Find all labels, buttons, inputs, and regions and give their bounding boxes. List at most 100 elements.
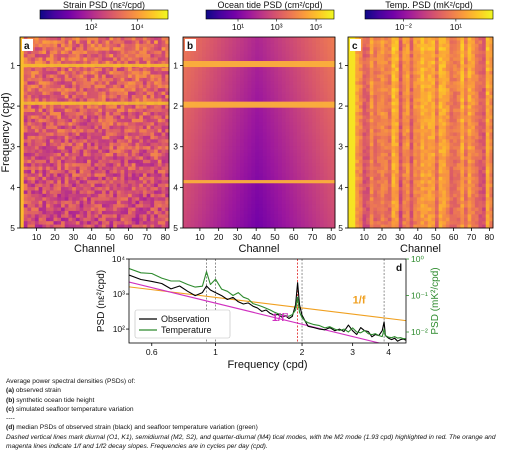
heatmap-cell: [243, 54, 248, 58]
heatmap-cell: [113, 187, 118, 191]
heatmap-cell: [135, 91, 140, 96]
heatmap-cell: [221, 214, 226, 219]
heatmap-cell: [113, 193, 118, 198]
heatmap-cell: [194, 200, 199, 205]
heatmap-cell: [53, 163, 58, 168]
heatmap-cell: [312, 57, 317, 62]
heatmap-cell: [312, 170, 317, 174]
heatmap-cell: [98, 125, 103, 130]
heatmap-cell: [205, 67, 210, 72]
heatmap-cell: [274, 156, 279, 161]
heatmap-cell: [79, 71, 84, 75]
heatmap-cell: [205, 57, 210, 62]
heatmap-cell: [90, 149, 95, 154]
heatmap-cell: [90, 105, 95, 110]
heatmap-cell: [90, 112, 95, 116]
heatmap-cell: [101, 60, 107, 65]
heatmap-cell: [442, 71, 447, 75]
heatmap-cell: [297, 224, 302, 229]
heatmap-cell: [34, 152, 40, 157]
heatmap-cell: [87, 77, 92, 82]
heatmap-cell: [221, 115, 226, 120]
heatmap-cell: [60, 88, 66, 92]
heatmap-cell: [60, 163, 66, 168]
heatmap-cell: [289, 197, 294, 202]
heatmap-cell: [331, 125, 336, 130]
heatmap-cell: [202, 146, 207, 150]
heatmap-cell: [68, 122, 73, 127]
heatmap-cell: [120, 163, 125, 168]
heatmap-cell: [120, 71, 125, 75]
heatmap-cell: [131, 81, 136, 86]
heatmap-cell: [194, 214, 199, 219]
heatmap-cell: [348, 57, 353, 62]
heatmap-cell: [304, 146, 309, 150]
heatmap-cell: [116, 40, 121, 45]
heatmap-cell: [31, 105, 36, 110]
heatmap-cell: [68, 54, 73, 58]
heatmap-cell: [131, 91, 136, 96]
heatmap-cell: [113, 173, 118, 178]
heatmap-cell: [228, 170, 233, 174]
heatmap-cell: [131, 152, 136, 157]
heatmap-cell: [131, 84, 136, 89]
heatmap-cell: [198, 54, 203, 58]
heatmap-cell: [251, 142, 256, 147]
heatmap-cell: [64, 207, 69, 212]
heatmap-cell: [402, 67, 407, 72]
heatmap-cell: [274, 187, 279, 191]
heatmap-cell: [161, 37, 166, 41]
heatmap-cell: [116, 43, 121, 48]
heatmap-cell: [53, 81, 58, 86]
heatmap-cell: [262, 135, 267, 140]
heatmap-cell: [146, 81, 151, 86]
heatmap-cell: [124, 170, 129, 174]
heatmap-cell: [327, 166, 332, 171]
heatmap-cell: [205, 224, 210, 229]
heatmap-cell: [139, 173, 144, 178]
heatmap-cell: [202, 84, 207, 89]
heatmap-cell: [243, 88, 248, 92]
heatmap-cell: [240, 74, 245, 79]
heatmap-cell: [49, 149, 54, 154]
heatmap-cell: [300, 71, 305, 75]
heatmap-cell: [139, 74, 144, 79]
heatmap-cell: [281, 190, 286, 195]
heatmap-cell: [209, 43, 214, 48]
heatmap-cell: [94, 193, 99, 198]
heatmap-cell: [128, 193, 133, 198]
heatmap-cell: [232, 173, 237, 178]
heatmap-cell: [217, 156, 222, 161]
heatmap-cell: [94, 60, 99, 65]
heatmap-cell: [34, 98, 40, 103]
heatmap-cell: [453, 47, 458, 52]
heatmap-cell: [270, 43, 275, 48]
heatmap-cell: [142, 91, 148, 96]
heatmap-cell: [75, 221, 81, 225]
heatmap-cell: [377, 40, 382, 45]
heatmap-cell: [232, 98, 237, 103]
heatmap-cell: [327, 71, 332, 75]
heatmap-cell: [438, 54, 443, 58]
heatmap-cell: [251, 122, 256, 127]
heatmap-cell: [31, 40, 36, 45]
heatmap-cell: [316, 81, 321, 86]
heatmap-cell: [109, 214, 114, 219]
heatmap-cell: [157, 118, 162, 123]
heatmap-cell: [161, 207, 166, 212]
heatmap-cell: [90, 67, 95, 72]
heatmap-cell: [46, 125, 51, 130]
heatmap-cell: [377, 60, 382, 65]
heatmap-cell: [224, 37, 229, 41]
heatmap-cell: [281, 159, 286, 164]
heatmap-cell: [23, 193, 28, 198]
heatmap-cell: [308, 132, 313, 137]
heatmap-cell: [243, 200, 248, 205]
heatmap-cell: [217, 190, 222, 195]
heatmap-cell: [60, 183, 66, 188]
heatmap-cell: [139, 37, 144, 41]
heatmap-cell: [49, 88, 54, 92]
heatmap-cell: [165, 152, 170, 157]
heatmap-cell: [146, 84, 151, 89]
heatmap-cell: [194, 207, 199, 212]
